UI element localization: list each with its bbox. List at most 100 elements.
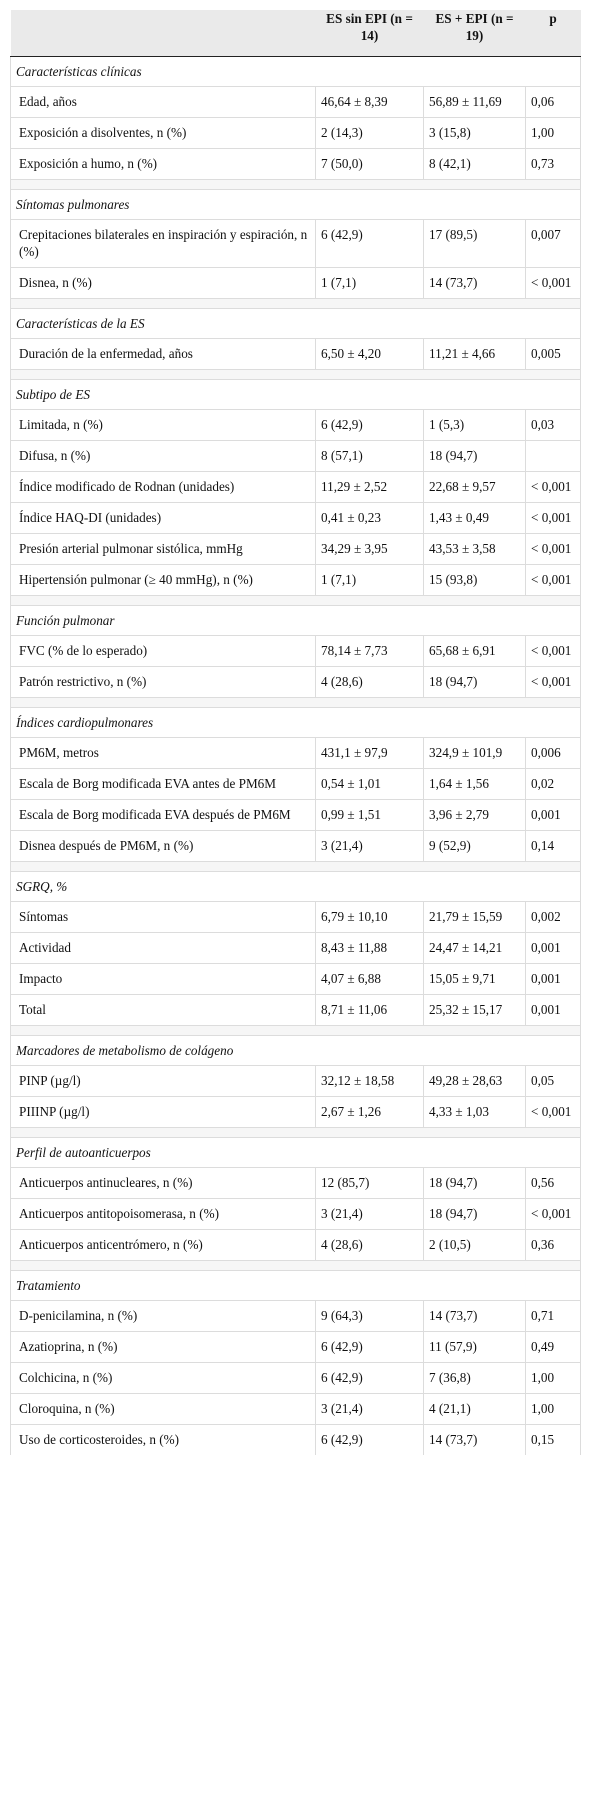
p-value: 0,001 <box>525 932 581 964</box>
value-es-epi: 8 (42,1) <box>423 148 526 180</box>
section-header-row: Función pulmonar <box>10 605 581 636</box>
header-label-column <box>10 10 316 57</box>
row-label: Duración de la enfermedad, años <box>10 338 316 370</box>
table-row: Disnea, n (%) 1 (7,1) 14 (73,7) < 0,001 <box>10 267 581 299</box>
value-es-epi: 43,53 ± 3,58 <box>423 533 526 565</box>
row-label: Patrón restrictivo, n (%) <box>10 666 316 698</box>
table-row: PINP (µg/l) 32,12 ± 18,58 49,28 ± 28,63 0,0… <box>10 1065 581 1097</box>
table-row: Colchicina, n (%) 6 (42,9) 7 (36,8) 1,00 <box>10 1362 581 1394</box>
p-value: < 0,001 <box>525 533 581 565</box>
p-value: 0,001 <box>525 963 581 995</box>
value-es-sin-epi: 0,99 ± 1,51 <box>315 799 424 831</box>
row-label: Edad, años <box>10 86 316 118</box>
row-label: Disnea, n (%) <box>10 267 316 299</box>
table-row: Índice modificado de Rodnan (unidades) 11… <box>10 471 581 503</box>
row-label: Uso de corticosteroides, n (%) <box>10 1424 316 1455</box>
value-es-epi: 17 (89,5) <box>423 219 526 268</box>
table-row: Escala de Borg modificada EVA antes de P… <box>10 768 581 800</box>
table-row: Duración de la enfermedad, años 6,50 ± 4,… <box>10 338 581 370</box>
value-es-epi: 14 (73,7) <box>423 1300 526 1332</box>
value-es-sin-epi: 9 (64,3) <box>315 1300 424 1332</box>
table-header: ES sin EPI (n = 14) ES + EPI (n = 19) p <box>10 10 581 57</box>
row-label: Anticuerpos antitopoisomerasa, n (%) <box>10 1198 316 1230</box>
p-value: 0,06 <box>525 86 581 118</box>
value-es-sin-epi: 32,12 ± 18,58 <box>315 1065 424 1097</box>
section-header-row: SGRQ, % <box>10 871 581 902</box>
value-es-sin-epi: 4 (28,6) <box>315 1229 424 1261</box>
table-row: Exposición a disolventes, n (%) 2 (14,3) 3… <box>10 117 581 149</box>
table-row: Cloroquina, n (%) 3 (21,4) 4 (21,1) 1,00 <box>10 1393 581 1425</box>
value-es-epi: 18 (94,7) <box>423 440 526 472</box>
value-es-epi: 11,21 ± 4,66 <box>423 338 526 370</box>
table-row: D-penicilamina, n (%) 9 (64,3) 14 (73,7) 0,… <box>10 1300 581 1332</box>
section-header-row: Perfil de autoanticuerpos <box>10 1137 581 1168</box>
table-row: Azatioprina, n (%) 6 (42,9) 11 (57,9) 0,49 <box>10 1331 581 1363</box>
section-title: Características clínicas <box>10 56 581 87</box>
p-value: < 0,001 <box>525 471 581 503</box>
spacer-cell <box>10 861 581 872</box>
row-label: Presión arterial pulmonar sistólica, mmH… <box>10 533 316 565</box>
value-es-epi: 3 (15,8) <box>423 117 526 149</box>
section-header-row: Características de la ES <box>10 308 581 339</box>
section-title: SGRQ, % <box>10 871 581 902</box>
table-row: Presión arterial pulmonar sistólica, mmH… <box>10 533 581 565</box>
section-spacer <box>10 298 581 309</box>
spacer-cell <box>10 179 581 190</box>
p-value: 0,002 <box>525 901 581 933</box>
row-label: Índice HAQ-DI (unidades) <box>10 502 316 534</box>
value-es-sin-epi: 6 (42,9) <box>315 219 424 268</box>
row-label: Azatioprina, n (%) <box>10 1331 316 1363</box>
value-es-sin-epi: 34,29 ± 3,95 <box>315 533 424 565</box>
section-header-row: Índices cardiopulmonares <box>10 707 581 738</box>
value-es-epi: 2 (10,5) <box>423 1229 526 1261</box>
value-es-epi: 22,68 ± 9,57 <box>423 471 526 503</box>
spacer-cell <box>10 298 581 309</box>
value-es-sin-epi: 1 (7,1) <box>315 267 424 299</box>
row-label: Difusa, n (%) <box>10 440 316 472</box>
row-label: PM6M, metros <box>10 737 316 769</box>
table-row: Patrón restrictivo, n (%) 4 (28,6) 18 (94,… <box>10 666 581 698</box>
row-label: Hipertensión pulmonar (≥ 40 mmHg), n (%) <box>10 564 316 596</box>
p-value: < 0,001 <box>525 1198 581 1230</box>
value-es-sin-epi: 8 (57,1) <box>315 440 424 472</box>
value-es-epi: 1,64 ± 1,56 <box>423 768 526 800</box>
row-label: Síntomas <box>10 901 316 933</box>
value-es-epi: 14 (73,7) <box>423 267 526 299</box>
value-es-epi: 18 (94,7) <box>423 666 526 698</box>
value-es-sin-epi: 6 (42,9) <box>315 1424 424 1455</box>
spacer-cell <box>10 1025 581 1036</box>
value-es-epi: 15,05 ± 9,71 <box>423 963 526 995</box>
row-label: Impacto <box>10 963 316 995</box>
row-label: Exposición a humo, n (%) <box>10 148 316 180</box>
value-es-epi: 21,79 ± 15,59 <box>423 901 526 933</box>
value-es-epi: 324,9 ± 101,9 <box>423 737 526 769</box>
value-es-epi: 11 (57,9) <box>423 1331 526 1363</box>
table-row: Difusa, n (%) 8 (57,1) 18 (94,7) <box>10 440 581 472</box>
table-row: FVC (% de lo esperado) 78,14 ± 7,73 65,68 … <box>10 635 581 667</box>
value-es-epi: 18 (94,7) <box>423 1167 526 1199</box>
row-label: Cloroquina, n (%) <box>10 1393 316 1425</box>
spacer-cell <box>10 697 581 708</box>
value-es-sin-epi: 3 (21,4) <box>315 830 424 862</box>
table-row: Edad, años 46,64 ± 8,39 56,89 ± 11,69 0,06 <box>10 86 581 118</box>
value-es-sin-epi: 4 (28,6) <box>315 666 424 698</box>
p-value: < 0,001 <box>525 666 581 698</box>
p-value: < 0,001 <box>525 1096 581 1128</box>
value-es-sin-epi: 78,14 ± 7,73 <box>315 635 424 667</box>
p-value: 0,03 <box>525 409 581 441</box>
spacer-cell <box>10 369 581 380</box>
table-row: Limitada, n (%) 6 (42,9) 1 (5,3) 0,03 <box>10 409 581 441</box>
table-row: Uso de corticosteroides, n (%) 6 (42,9) 14… <box>10 1424 581 1455</box>
row-label: Escala de Borg modificada EVA antes de P… <box>10 768 316 800</box>
value-es-sin-epi: 431,1 ± 97,9 <box>315 737 424 769</box>
row-label: Colchicina, n (%) <box>10 1362 316 1394</box>
value-es-epi: 1 (5,3) <box>423 409 526 441</box>
p-value: 1,00 <box>525 1362 581 1394</box>
section-spacer <box>10 1260 581 1271</box>
section-title: Índices cardiopulmonares <box>10 707 581 738</box>
row-label: D-penicilamina, n (%) <box>10 1300 316 1332</box>
section-title: Subtipo de ES <box>10 379 581 410</box>
row-label: Disnea después de PM6M, n (%) <box>10 830 316 862</box>
table-row: PIIINP (µg/l) 2,67 ± 1,26 4,33 ± 1,03 < 0,0… <box>10 1096 581 1128</box>
value-es-sin-epi: 8,71 ± 11,06 <box>315 994 424 1026</box>
